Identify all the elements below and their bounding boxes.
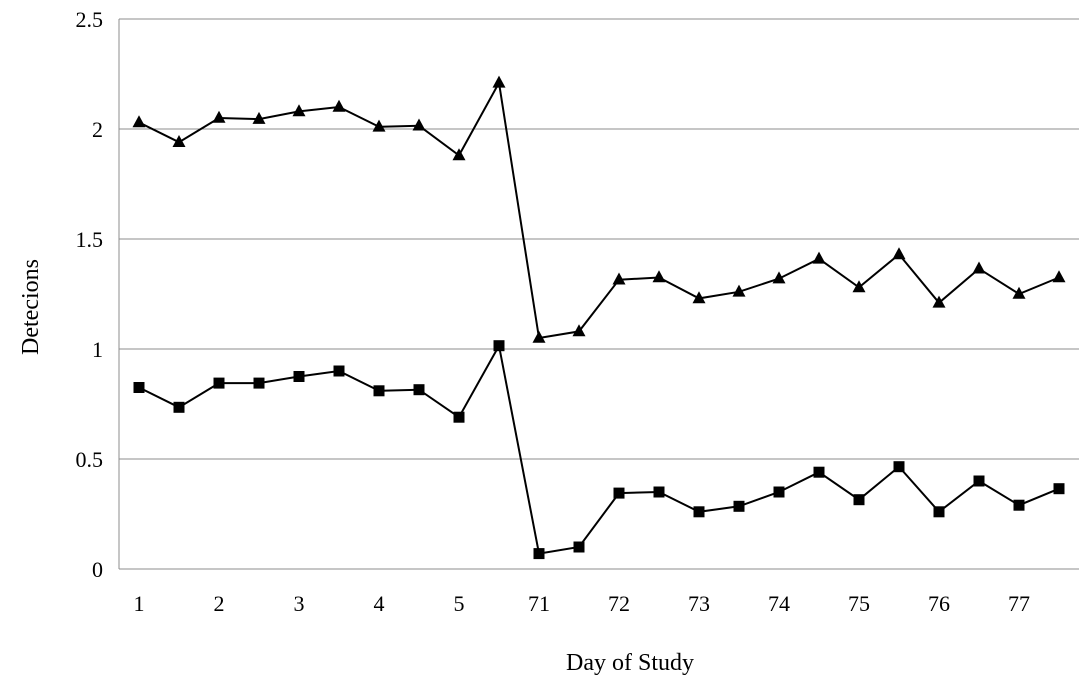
square-point (653, 486, 665, 498)
square-point (573, 541, 585, 553)
x-tick-label: 2 (214, 591, 225, 616)
square-point (853, 494, 865, 506)
triangle-point (492, 75, 506, 88)
square-point (893, 461, 905, 473)
x-tick-label: 5 (454, 591, 465, 616)
triangle-point (772, 271, 786, 284)
x-tick-label: 3 (294, 591, 305, 616)
square-point (533, 548, 545, 560)
x-tick-label: 1 (134, 591, 145, 616)
y-tick-label: 2.5 (76, 7, 104, 32)
triangle-point (812, 251, 826, 264)
triangle-point (172, 135, 186, 147)
square-point (493, 340, 505, 352)
square-point (293, 371, 305, 382)
square-point (173, 401, 185, 413)
triangle-point (372, 119, 386, 132)
square-point (693, 506, 705, 518)
square-point (253, 377, 265, 389)
triangle-point (652, 270, 666, 283)
x-tick-label: 72 (608, 591, 630, 616)
square-point (453, 411, 465, 423)
triangle-point (892, 247, 906, 260)
y-tick-label: 0 (92, 557, 103, 582)
square-point (973, 475, 985, 487)
x-tick-label: 76 (928, 591, 950, 616)
triangle-point (132, 115, 146, 128)
triangle-point (292, 104, 306, 117)
x-tick-label: 77 (1008, 591, 1030, 616)
triangle-point (532, 330, 546, 343)
axes (118, 19, 1079, 570)
square-point (333, 365, 345, 377)
y-tick-label: 0.5 (76, 447, 104, 472)
x-tick-label: 74 (768, 591, 790, 616)
series-line-square (138, 342, 1060, 555)
square-point (1053, 483, 1065, 495)
square-point (413, 384, 425, 396)
triangle-point (972, 261, 986, 274)
x-tick-label: 4 (374, 591, 385, 616)
triangle-point (252, 111, 266, 124)
y-axis-title: Detecions (18, 259, 44, 355)
triangle-point (932, 295, 946, 308)
square-point (373, 385, 385, 397)
square-point (613, 487, 625, 499)
triangle-point (212, 110, 226, 123)
triangle-point (612, 272, 626, 285)
square-point (813, 466, 825, 478)
x-tick-label: 75 (848, 591, 870, 616)
square-point (733, 500, 745, 512)
square-point (1013, 499, 1025, 511)
triangle-point (1052, 270, 1066, 283)
triangle-point (572, 324, 586, 337)
square-point (773, 486, 785, 498)
x-tick-label: 73 (688, 591, 710, 616)
y-tick-label: 1 (92, 337, 103, 362)
data-series (132, 75, 1066, 560)
triangle-point (732, 284, 746, 297)
series-square (133, 340, 1065, 560)
triangle-point (1012, 286, 1026, 299)
x-tick-label: 71 (528, 591, 550, 616)
triangle-point (452, 148, 466, 161)
square-point (213, 377, 225, 389)
square-point (933, 506, 945, 518)
square-point (133, 382, 145, 393)
triangle-point (412, 118, 426, 131)
triangle-point (332, 99, 346, 112)
y-tick-label: 1.5 (76, 227, 104, 252)
triangle-point (852, 280, 866, 293)
series-triangle (132, 75, 1066, 343)
triangle-point (692, 291, 706, 304)
tick-labels: 0 0.5 1 1.5 2 2.5 1 2 3 4 5 71 72 73 74 75 76 77 (76, 7, 1031, 616)
x-axis-title: Day of Study (566, 650, 694, 676)
gridlines (119, 18, 1079, 460)
y-tick-label: 2 (92, 117, 103, 142)
series-line-triangle (138, 79, 1060, 340)
